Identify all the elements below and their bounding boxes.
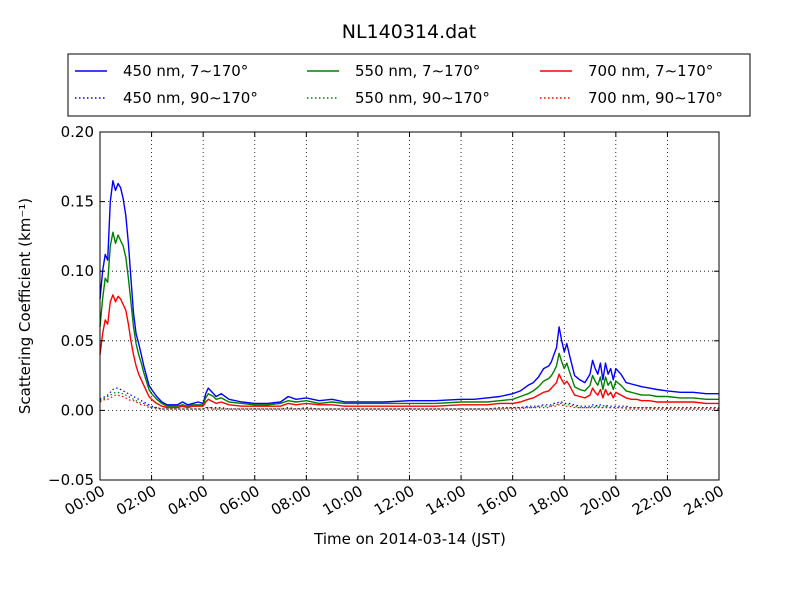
- chart-title: NL140314.dat: [342, 21, 477, 43]
- legend-label: 550 nm, 7∼170°: [355, 62, 480, 80]
- legend-label: 700 nm, 90∼170°: [588, 89, 723, 107]
- legend-label: 550 nm, 90∼170°: [355, 89, 490, 107]
- x-tick-label: 08:00: [268, 482, 314, 519]
- x-tick-label: 16:00: [474, 482, 520, 519]
- y-tick-label: 0.10: [61, 262, 94, 280]
- grid: [99, 131, 720, 481]
- x-tick-label: 24:00: [681, 482, 727, 519]
- legend: 450 nm, 7∼170° 550 nm, 7∼170° 700 nm, 7∼17…: [67, 53, 751, 117]
- legend-label: 700 nm, 7∼170°: [588, 62, 713, 80]
- legend-label: 450 nm, 7∼170°: [123, 62, 248, 80]
- y-tick-label: 0.15: [61, 193, 94, 211]
- series-line: [99, 231, 719, 407]
- series-layer: [99, 179, 719, 410]
- x-tick-label: 12:00: [371, 482, 417, 519]
- x-tick-label: 02:00: [113, 482, 159, 519]
- y-tick-label: 0.00: [61, 401, 94, 419]
- y-tick-label: 0.05: [61, 332, 94, 350]
- x-tick-label: 22:00: [629, 482, 675, 519]
- x-tick-label: 04:00: [165, 482, 211, 519]
- x-tick-label: 18:00: [526, 482, 572, 519]
- series-line: [99, 394, 719, 410]
- x-axis-label: Time on 2014-03-14 (JST): [313, 530, 506, 548]
- series-line: [99, 387, 719, 410]
- y-tick-label: 0.20: [61, 123, 94, 141]
- y-tick-label: −0.05: [48, 471, 94, 489]
- legend-label: 450 nm, 90∼170°: [123, 89, 258, 107]
- y-axis-label: Scattering Coefficient (km⁻¹): [16, 198, 34, 414]
- legend-box: [67, 53, 751, 117]
- series-line: [99, 391, 719, 410]
- x-tick-label: 06:00: [216, 482, 262, 519]
- x-tick-label: 20:00: [577, 482, 623, 519]
- series-line: [99, 179, 719, 406]
- axis-ticks: 00:00 02:00 04:00 06:00 08:00 10:00 12:00 14:00…: [48, 123, 727, 519]
- x-tick-label: 14:00: [423, 482, 469, 519]
- x-tick-label: 10:00: [319, 482, 365, 519]
- series-line: [99, 294, 719, 409]
